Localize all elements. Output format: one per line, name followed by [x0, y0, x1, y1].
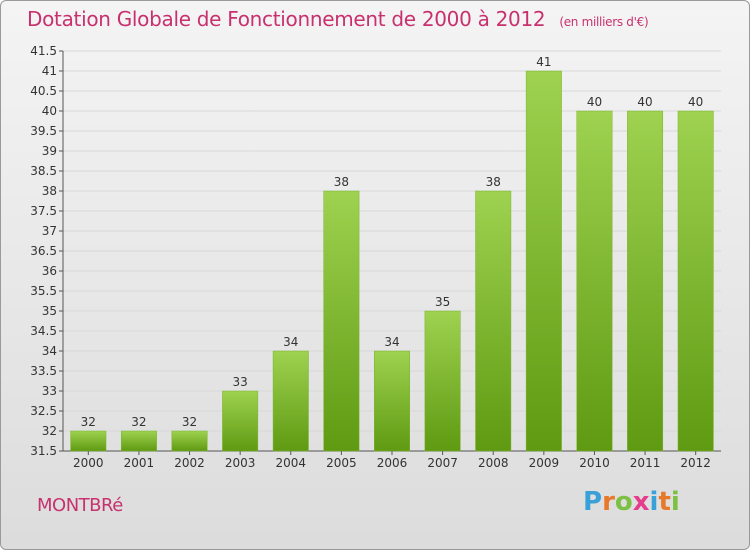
- y-tick-label: 32.5: [30, 404, 57, 418]
- bar: [70, 430, 107, 452]
- bar: [475, 190, 512, 452]
- x-tick-label: 2006: [377, 456, 408, 470]
- value-label: 34: [283, 335, 298, 349]
- bar: [525, 70, 562, 452]
- value-label: 34: [384, 335, 399, 349]
- bar: [677, 110, 714, 452]
- bar: [120, 430, 157, 452]
- y-tick-label: 35.5: [30, 284, 57, 298]
- value-label: 40: [637, 95, 652, 109]
- value-label: 33: [233, 375, 248, 389]
- y-tick-label: 39: [42, 144, 57, 158]
- y-tick-label: 40: [42, 104, 57, 118]
- y-tick-label: 33.5: [30, 364, 57, 378]
- y-tick-label: 37: [42, 224, 57, 238]
- labels: 31.5 32 32.5 33 33.5 34 34.5 35 35.5 36 36.5 37 37.5…: [30, 44, 711, 470]
- value-label: 38: [486, 175, 501, 189]
- value-label: 41: [536, 55, 551, 69]
- x-tick-label: 2008: [478, 456, 509, 470]
- x-tick-label: 2011: [630, 456, 661, 470]
- commune-name: MONTBRé: [37, 495, 123, 516]
- chart-title: Dotation Globale de Fonctionnement de 20…: [27, 7, 649, 31]
- bar: [171, 430, 208, 452]
- x-tick-label: 2012: [680, 456, 711, 470]
- bar: [576, 110, 613, 452]
- y-tick-label: 41: [42, 64, 57, 78]
- logo-letter: t: [658, 487, 671, 517]
- x-tick-label: 2003: [225, 456, 256, 470]
- x-tick-label: 2002: [174, 456, 205, 470]
- x-tick-label: 2010: [579, 456, 610, 470]
- x-tick-label: 2009: [529, 456, 560, 470]
- y-tick-label: 31.5: [30, 444, 57, 458]
- x-tick-label: 2005: [326, 456, 357, 470]
- y-tick-label: 37.5: [30, 204, 57, 218]
- x-tick-label: 2004: [275, 456, 306, 470]
- value-label: 32: [131, 415, 146, 429]
- x-tick-label: 2000: [73, 456, 104, 470]
- bar: [222, 390, 259, 452]
- bar: [424, 310, 461, 452]
- x-tick-label: 2007: [427, 456, 458, 470]
- y-tick-label: 36.5: [30, 244, 57, 258]
- value-label: 32: [182, 415, 197, 429]
- logo-letter: x: [632, 487, 650, 517]
- proxiti-logo: Proxiti: [583, 487, 680, 517]
- bar: [323, 190, 360, 452]
- y-tick-label: 40.5: [30, 84, 57, 98]
- y-tick-label: 41.5: [30, 44, 57, 58]
- value-label: 32: [81, 415, 96, 429]
- y-tick-label: 36: [42, 264, 57, 278]
- bar: [272, 350, 309, 452]
- value-label: 38: [334, 175, 349, 189]
- value-label: 40: [688, 95, 703, 109]
- bars: [70, 70, 714, 452]
- y-tick-label: 34: [42, 344, 57, 358]
- logo-letter: i: [670, 487, 680, 517]
- y-tick-label: 32: [42, 424, 57, 438]
- y-tick-label: 33: [42, 384, 57, 398]
- y-tick-label: 34.5: [30, 324, 57, 338]
- unit-label: (en milliers d'€): [559, 15, 649, 29]
- bar: [627, 110, 664, 452]
- value-label: 35: [435, 295, 450, 309]
- value-label: 40: [587, 95, 602, 109]
- x-tick-label: 2001: [124, 456, 155, 470]
- logo-letter: i: [649, 487, 659, 517]
- logo-letter: o: [614, 487, 633, 517]
- y-tick-label: 35: [42, 304, 57, 318]
- y-tick-label: 38: [42, 184, 57, 198]
- bar: [374, 350, 410, 452]
- logo-letter: r: [602, 487, 615, 517]
- y-tick-label: 39.5: [30, 124, 57, 138]
- logo-letter: P: [583, 487, 603, 517]
- title-text: Dotation Globale de Fonctionnement de 20…: [27, 7, 546, 31]
- y-tick-label: 38.5: [30, 164, 57, 178]
